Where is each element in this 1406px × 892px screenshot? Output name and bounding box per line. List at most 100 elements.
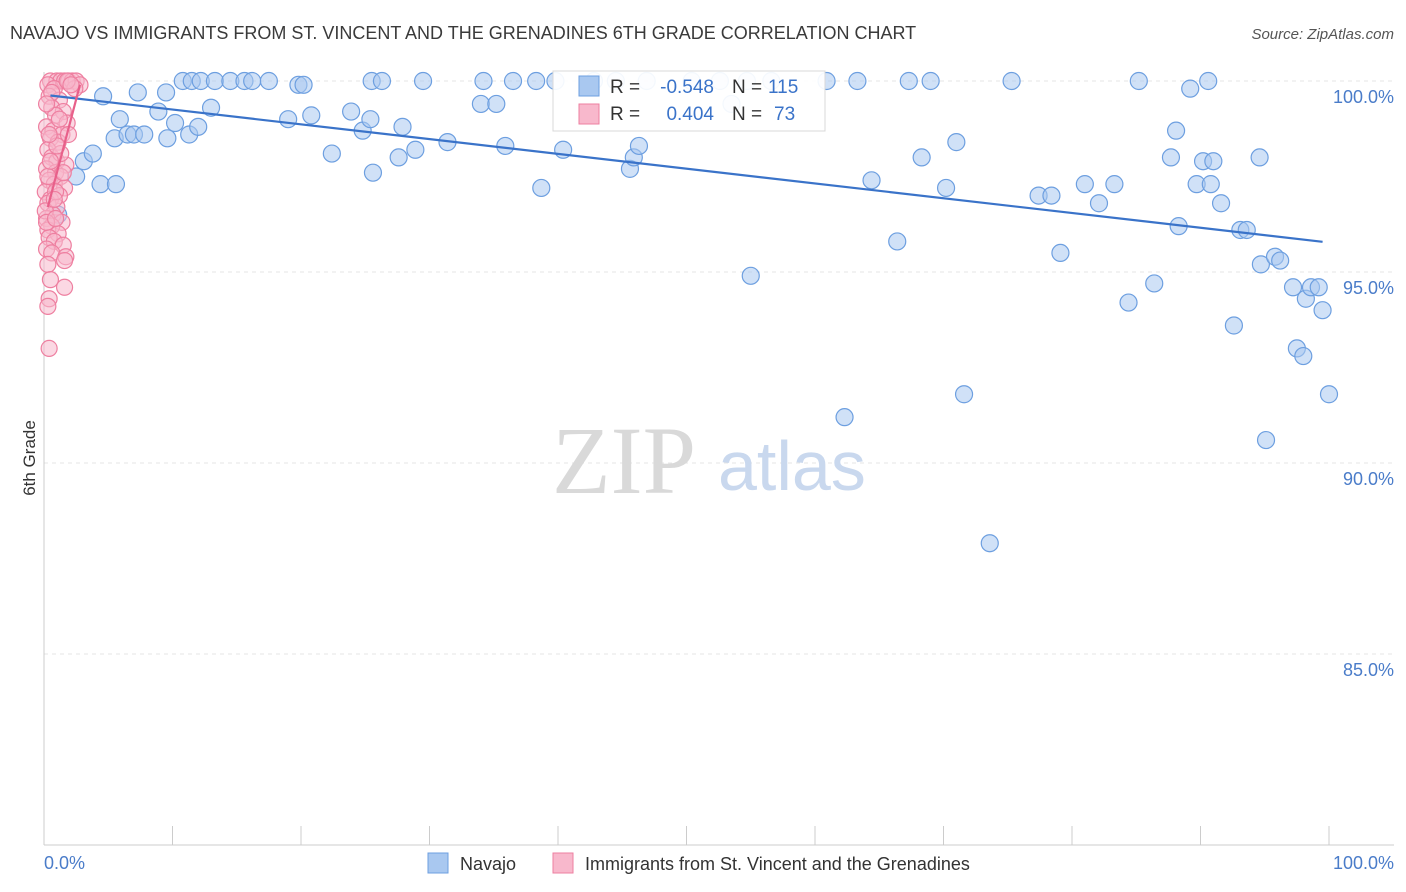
st-vincent-point-70 [54,164,72,182]
navajo-point-42 [135,125,154,144]
navajo-point-56 [389,148,408,167]
st-vincent-point-53 [39,297,57,315]
stats-swatch-navajo [578,75,600,97]
navajo-point-47 [189,117,208,136]
navajo-point-12 [294,75,313,94]
st-vincent-point-68 [37,95,56,113]
navajo-point-33 [83,144,102,163]
navajo-point-61 [487,94,506,114]
navajo-point-101 [1251,255,1270,274]
navajo-point-52 [342,102,361,121]
y-tick-label-90: 90.0% [1343,469,1394,489]
watermark-atlas: atlas [718,427,866,505]
legend-label-navajo: Navajo [460,854,516,874]
navajo-point-58 [406,140,425,159]
legend: Navajo Immigrants from St. Vincent and t… [427,852,970,874]
navajo-point-44 [158,129,177,148]
navajo-point-79 [980,534,999,553]
navajo-point-16 [474,71,493,91]
navajo-point-99 [1237,220,1256,240]
navajo-point-39 [110,110,129,129]
st-vincent-point-48 [55,251,74,270]
navajo-point-30 [1129,71,1148,91]
stats-swatch-st-vincent [578,103,600,125]
stats-r-label-st-vincent: R = [610,104,640,125]
navajo-point-10 [259,71,278,91]
navajo-point-83 [1075,175,1094,194]
navajo-point-72 [835,408,854,427]
navajo-point-88 [1161,148,1181,167]
navajo-point-96 [1211,194,1231,213]
navajo-point-91 [1181,79,1200,98]
navajo-point-35 [91,175,110,194]
navajo-point-1 [128,83,147,102]
navajo-point-87 [1145,274,1164,293]
y-tick-label-85: 85.0% [1343,660,1394,680]
navajo-point-89 [1166,121,1186,140]
navajo-point-104 [1271,251,1290,270]
y-tick-labels: 100.0% 95.0% 90.0% 85.0% [1333,87,1394,680]
navajo-point-82 [1051,243,1070,262]
navajo-point-14 [372,71,392,91]
navajo-point-55 [363,163,383,182]
navajo-point-112 [1319,385,1339,404]
navajo-point-73 [862,171,881,190]
navajo-point-28 [921,71,940,91]
navajo-point-6 [205,71,225,91]
stats-n-label-st-vincent: N = [732,104,762,125]
navajo-point-62 [496,136,515,156]
navajo-point-49 [279,110,298,129]
y-axis-label: 6th Grade [20,420,39,496]
navajo-point-63 [532,178,551,198]
st-vincent-point-49 [39,255,57,273]
st-vincent-point-71 [40,125,58,144]
navajo-point-60 [471,94,490,114]
navajo-point-110 [1309,278,1328,297]
legend-swatch-st-vincent [552,852,574,874]
navajo-point-85 [1105,175,1124,194]
stats-r-value-navajo: -0.548 [660,77,714,98]
y-tick-label-95: 95.0% [1343,278,1394,298]
navajo-point-74 [888,232,907,251]
st-vincent-point-66 [41,152,60,170]
navajo-point-75 [912,148,931,167]
watermark: ZIP atlas [552,407,866,514]
navajo-point-57 [393,117,412,136]
x-tick-label-max: 100.0% [1333,853,1394,873]
navajo-point-86 [1119,293,1138,312]
navajo-point-111 [1313,301,1332,320]
navajo-point-27 [899,71,918,91]
navajo-point-97 [1224,316,1244,335]
navajo-point-45 [165,113,185,133]
stats-n-label-navajo: N = [732,77,762,98]
navajo-point-29 [1002,71,1021,91]
watermark-zip: ZIP [552,407,696,514]
navajo-point-48 [201,98,221,117]
navajo-point-31 [1199,71,1218,91]
x-ticks [43,826,1330,845]
navajo-point-71 [741,266,760,285]
st-vincent-point-54 [40,339,58,357]
navajo-point-95 [1204,152,1223,171]
navajo-point-102 [1256,430,1276,450]
trend-line-st-vincent [46,84,82,208]
navajo-point-54 [361,110,380,129]
stats-n-value-st-vincent: 73 [774,104,795,125]
navajo-point-15 [413,71,433,91]
y-tick-label-100: 100.0% [1333,87,1394,107]
chart-source: Source: ZipAtlas.com [1251,26,1394,43]
st-vincent-point-50 [41,271,60,289]
navajo-point-2 [156,83,176,102]
navajo-point-107 [1294,346,1313,366]
navajo-point-18 [527,71,546,91]
st-vincent-point-69 [46,209,65,228]
navajo-point-94 [1201,175,1220,194]
navajo-point-51 [322,144,341,163]
x-tick-label-min: 0.0% [44,853,85,873]
navajo-point-50 [302,106,321,125]
stats-n-value-navajo: 115 [768,77,798,98]
navajo-point-9 [243,71,262,91]
navajo-point-43 [149,102,168,121]
legend-label-st-vincent: Immigrants from St. Vincent and the Gren… [585,854,970,874]
